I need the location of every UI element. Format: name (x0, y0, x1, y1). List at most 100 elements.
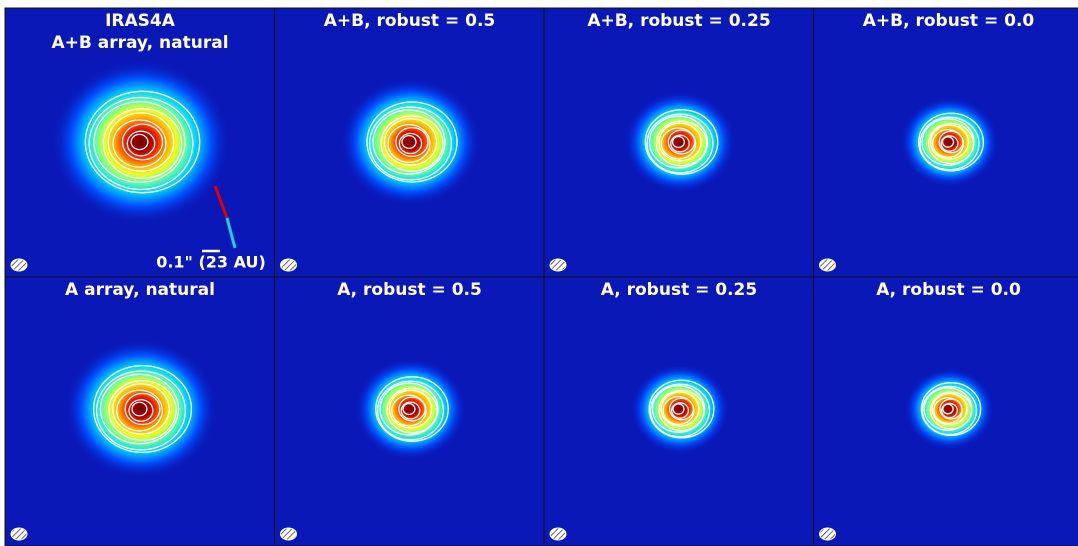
panel: A, robust = 0.0 (813, 276, 1078, 546)
contour (670, 134, 690, 153)
contour (112, 119, 167, 168)
beam (280, 527, 297, 541)
contour (667, 129, 696, 155)
contour (379, 382, 439, 436)
contour (933, 397, 963, 424)
contour (918, 112, 984, 172)
panel: A, robust = 0.5 (274, 276, 545, 546)
contour (376, 380, 445, 441)
contour (648, 379, 715, 439)
contour (121, 123, 164, 161)
contour (660, 127, 697, 160)
contour (375, 376, 449, 442)
contour (662, 396, 695, 425)
contour (93, 100, 186, 184)
contour (368, 106, 453, 181)
contour (942, 403, 954, 415)
contour (921, 118, 975, 166)
panel-title: A, robust = 0.0 (876, 280, 1021, 300)
emission (900, 96, 999, 188)
emission (624, 91, 736, 193)
panel-title: A+B, robust = 0.5 (324, 11, 496, 31)
contour (658, 122, 702, 162)
contour (402, 402, 416, 416)
beam (280, 258, 297, 272)
contour (124, 392, 161, 426)
beam (819, 258, 836, 272)
contour (644, 109, 719, 175)
contour (670, 402, 690, 419)
emission (630, 363, 730, 455)
contour (649, 383, 711, 438)
emission (51, 60, 231, 224)
panel: A+B, robust = 0.25 (543, 7, 814, 278)
contour (130, 133, 149, 151)
contour (660, 391, 700, 427)
panel: A array, natural (4, 276, 275, 546)
contour (388, 389, 433, 429)
contour (941, 402, 958, 419)
contour (102, 108, 183, 179)
contour (380, 115, 444, 172)
contour (372, 109, 446, 175)
contour (383, 118, 438, 166)
contour (391, 394, 427, 427)
contour (95, 370, 187, 451)
contour (931, 392, 968, 426)
panel-title: A+B, robust = 0.25 (587, 11, 770, 31)
contour (128, 399, 154, 422)
contour (919, 116, 980, 171)
beam (549, 527, 567, 541)
contour (387, 124, 431, 163)
outflow-blue (225, 217, 237, 249)
contour (400, 401, 421, 420)
contour (929, 124, 970, 160)
panel: A+B, robust = 0.5 (274, 7, 545, 278)
emission (904, 368, 995, 450)
contour (921, 385, 978, 436)
contour (920, 382, 982, 436)
contour (671, 135, 686, 149)
contour (126, 130, 156, 157)
contour (931, 129, 965, 158)
emission (64, 339, 218, 479)
emission (340, 78, 481, 206)
contour (651, 385, 706, 433)
panel: A, robust = 0.25 (543, 276, 814, 546)
contour (366, 101, 458, 183)
contour (646, 113, 714, 174)
panel-title: A+B array, natural (51, 33, 228, 53)
contour (92, 364, 193, 454)
beam (10, 527, 28, 541)
panel-title: A, robust = 0.5 (337, 280, 482, 300)
contour (648, 115, 709, 169)
contour (112, 383, 170, 435)
contour (131, 401, 148, 417)
scale-bar-label: 0.1" (23 AU) (156, 253, 266, 272)
contour (116, 389, 163, 432)
contour (398, 132, 423, 155)
contour (99, 373, 180, 445)
emission (354, 358, 467, 460)
beam (10, 258, 28, 272)
contour (398, 396, 426, 422)
panel: A+B, robust = 0.0 (813, 7, 1078, 278)
contour (655, 120, 708, 167)
contour (940, 135, 959, 152)
contour (88, 96, 194, 191)
contour (941, 136, 955, 148)
beam (819, 527, 836, 541)
contour (923, 387, 973, 431)
outflow-red (213, 185, 229, 219)
panel-title: A+B, robust = 0.0 (863, 11, 1035, 31)
contour (108, 380, 177, 441)
contour (401, 134, 417, 150)
contour (672, 403, 685, 415)
beam (549, 258, 567, 272)
panel-title: A array, natural (65, 280, 215, 300)
panel-title: IRAS4A (105, 11, 176, 31)
contour (395, 126, 429, 158)
